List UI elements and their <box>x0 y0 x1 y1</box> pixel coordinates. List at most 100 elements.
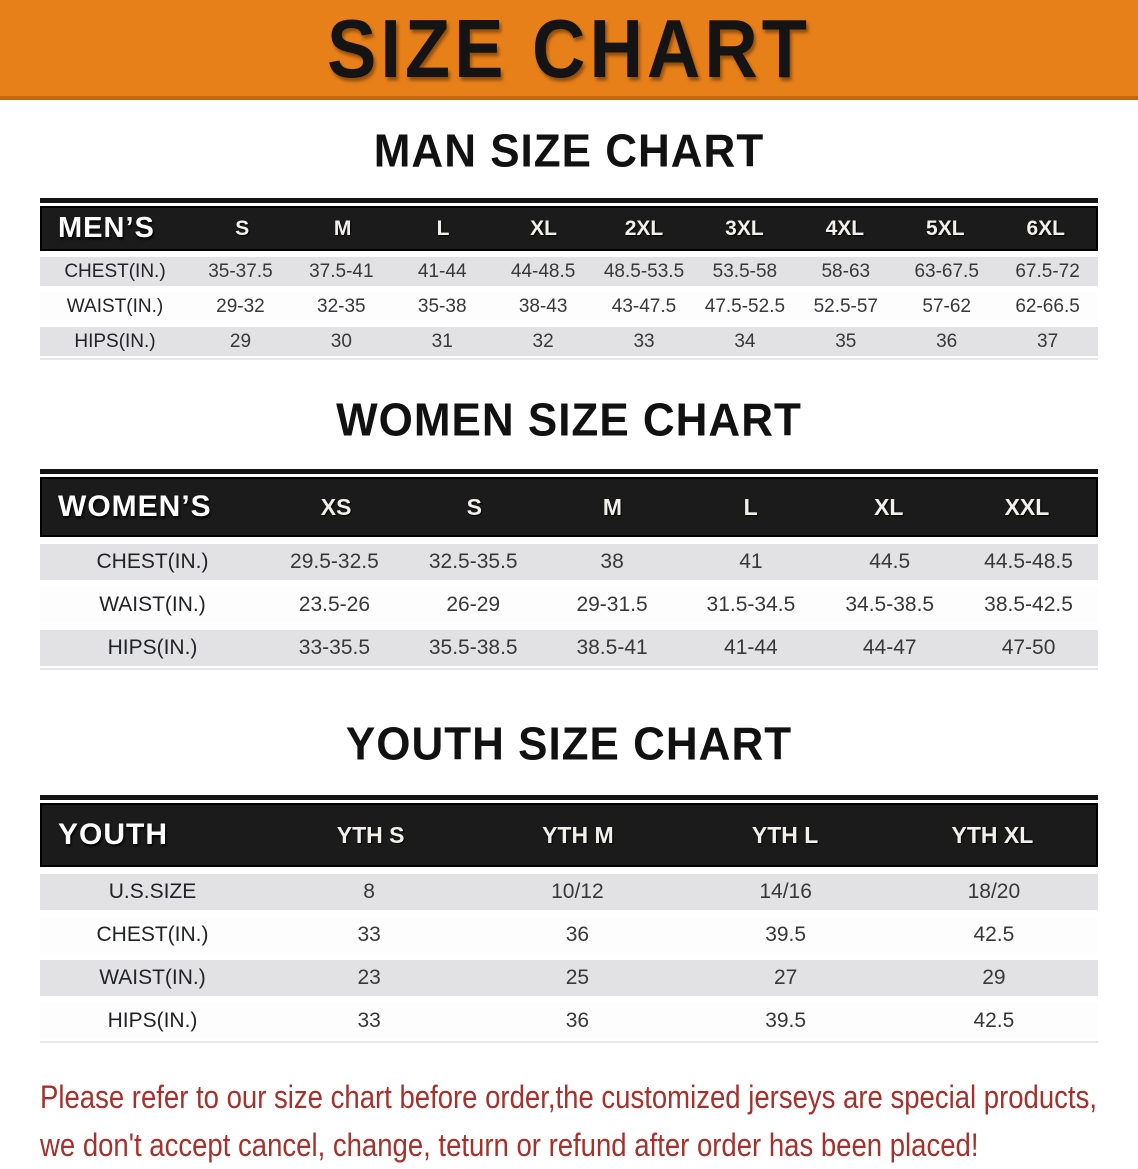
youth-size-table: YOUTH YTH S YTH M YTH L YTH XL U.S.SIZE … <box>40 795 1098 1043</box>
youth-chest-value: 36 <box>565 923 590 946</box>
women-waist-value: 31.5-34.5 <box>706 593 796 616</box>
women-section-heading: WOMEN SIZE CHART <box>336 394 802 447</box>
women-hips-value: 47-50 <box>1001 636 1056 659</box>
women-hips-value: 41-44 <box>724 636 778 659</box>
women-size-header-cell: M <box>602 493 623 520</box>
row-label: HIPS(IN.) <box>107 636 198 659</box>
women-table-title: WOMEN’S <box>58 490 212 523</box>
youth-ussize-value: 18/20 <box>967 880 1021 903</box>
youth-hips-value: 36 <box>565 1009 590 1032</box>
men-hips-value: 35 <box>835 330 857 352</box>
men-waist-value: 35-38 <box>417 295 467 317</box>
youth-waist-value: 23 <box>357 966 381 989</box>
men-hips-value: 34 <box>734 330 756 352</box>
youth-ussize-value: 14/16 <box>759 880 812 903</box>
youth-table-title: YOUTH <box>58 818 168 851</box>
row-label: CHEST(IN.) <box>96 923 209 946</box>
men-size-header-cell: 2XL <box>624 216 664 240</box>
women-size-header-cell: XS <box>320 493 352 520</box>
youth-hips-row: HIPS(IN.) 33 36 39.5 42.5 <box>40 1003 1098 1039</box>
men-waist-value: 57-62 <box>922 295 971 317</box>
men-chest-value: 35-37.5 <box>208 260 273 282</box>
women-hips-value: 44-47 <box>862 636 917 659</box>
women-chest-value: 29.5-32.5 <box>290 550 379 573</box>
men-hips-value: 36 <box>936 330 958 352</box>
women-waist-row: WAIST(IN.) 23.5-26 26-29 29-31.5 31.5-34… <box>40 587 1098 623</box>
men-table-title: MEN’S <box>58 212 155 244</box>
size-chart-banner: SIZE CHART <box>0 0 1138 100</box>
row-label: WAIST(IN.) <box>99 593 206 616</box>
women-size-header-cell: XXL <box>1004 493 1050 520</box>
order-policy-line-2: we don't accept cancel, change, teturn o… <box>40 1127 979 1163</box>
women-hips-row: HIPS(IN.) 33-35.5 35.5-38.5 38.5-41 41-4… <box>40 630 1098 666</box>
women-size-header-cell: XL <box>874 493 904 520</box>
women-chest-value: 44.5-48.5 <box>984 550 1073 573</box>
men-chest-value: 58-63 <box>821 260 871 282</box>
men-size-header-cell: 5XL <box>926 216 965 240</box>
youth-size-header-cell: YTH M <box>542 821 614 848</box>
men-hips-value: 37 <box>1037 330 1059 352</box>
men-hips-value: 31 <box>431 330 453 352</box>
women-size-table: WOMEN’S XS S M L XL XXL CHEST(IN.) 29.5-… <box>40 469 1098 670</box>
men-chest-value: 48.5-53.5 <box>603 260 685 282</box>
youth-ussize-row: U.S.SIZE 8 10/12 14/16 18/20 <box>40 874 1098 910</box>
men-waist-value: 62-66.5 <box>1015 295 1080 317</box>
men-waist-value: 38-43 <box>518 295 568 317</box>
row-label: HIPS(IN.) <box>107 1009 198 1032</box>
youth-chest-row: CHEST(IN.) 33 36 39.5 42.5 <box>40 917 1098 953</box>
men-chest-value: 41-44 <box>417 260 467 282</box>
order-policy-line-1: Please refer to our size chart before or… <box>40 1079 1097 1115</box>
men-chest-value: 63-67.5 <box>914 260 979 282</box>
youth-ussize-value: 8 <box>363 880 375 903</box>
men-chest-value: 67.5-72 <box>1015 260 1080 282</box>
youth-waist-value: 29 <box>982 966 1006 989</box>
men-size-header-cell: XL <box>530 216 557 240</box>
women-chest-value: 38 <box>600 550 624 573</box>
men-size-header-cell: 6XL <box>1026 216 1065 240</box>
row-label: WAIST(IN.) <box>66 295 164 317</box>
women-waist-value: 34.5-38.5 <box>845 593 935 616</box>
men-waist-row: WAIST(IN.) 29-32 32-35 35-38 38-43 43-47… <box>40 292 1098 321</box>
men-hips-value: 30 <box>330 330 352 352</box>
men-size-table: MEN’S S M L XL 2XL 3XL 4XL 5XL 6XL CHEST… <box>40 198 1098 360</box>
youth-size-header-cell: YTH S <box>336 821 405 848</box>
youth-size-header-cell: YTH L <box>751 821 819 848</box>
youth-section-heading: YOUTH SIZE CHART <box>345 718 793 771</box>
women-waist-value: 26-29 <box>446 593 501 616</box>
men-hips-row: HIPS(IN.) 29 30 31 32 33 34 35 36 37 <box>40 327 1098 356</box>
row-label: WAIST(IN.) <box>99 966 206 989</box>
men-size-header-cell: 4XL <box>825 216 865 240</box>
youth-waist-row: WAIST(IN.) 23 25 27 29 <box>40 960 1098 996</box>
youth-ussize-value: 10/12 <box>551 880 604 903</box>
youth-hips-value: 42.5 <box>973 1009 1015 1032</box>
men-hips-value: 33 <box>633 330 655 352</box>
men-waist-value: 43-47.5 <box>611 295 677 317</box>
men-waist-value: 32-35 <box>317 295 366 317</box>
women-hips-value: 35.5-38.5 <box>428 636 518 659</box>
men-size-header-cell: L <box>436 216 450 240</box>
men-chest-value: 53.5-58 <box>712 260 778 282</box>
women-hips-value: 38.5-41 <box>576 636 648 659</box>
youth-hips-value: 33 <box>357 1009 381 1032</box>
men-hips-value: 32 <box>532 330 554 352</box>
women-table-header-row: WOMEN’S XS S M L XL XXL <box>40 477 1098 537</box>
women-chest-value: 44.5 <box>869 550 911 573</box>
men-waist-value: 47.5-52.5 <box>704 295 786 317</box>
row-label: U.S.SIZE <box>108 880 197 903</box>
order-policy-note: Please refer to our size chart before or… <box>40 1073 1138 1169</box>
row-label: CHEST(IN.) <box>64 260 166 282</box>
women-size-header-cell: S <box>466 493 482 520</box>
women-waist-value: 38.5-42.5 <box>984 593 1073 616</box>
men-waist-value: 29-32 <box>216 295 265 317</box>
youth-hips-value: 39.5 <box>765 1009 807 1032</box>
men-chest-value: 44-48.5 <box>510 260 576 282</box>
row-label: HIPS(IN.) <box>74 330 156 352</box>
youth-size-header-cell: YTH XL <box>951 821 1034 848</box>
men-chest-value: 37.5-41 <box>309 260 374 282</box>
women-chest-value: 41 <box>739 550 763 573</box>
row-label: CHEST(IN.) <box>96 550 209 573</box>
men-size-header-cell: S <box>235 216 250 240</box>
youth-table-header-row: YOUTH YTH S YTH M YTH L YTH XL <box>40 803 1098 867</box>
youth-chest-value: 39.5 <box>765 923 807 946</box>
men-size-header-cell: M <box>333 216 352 240</box>
